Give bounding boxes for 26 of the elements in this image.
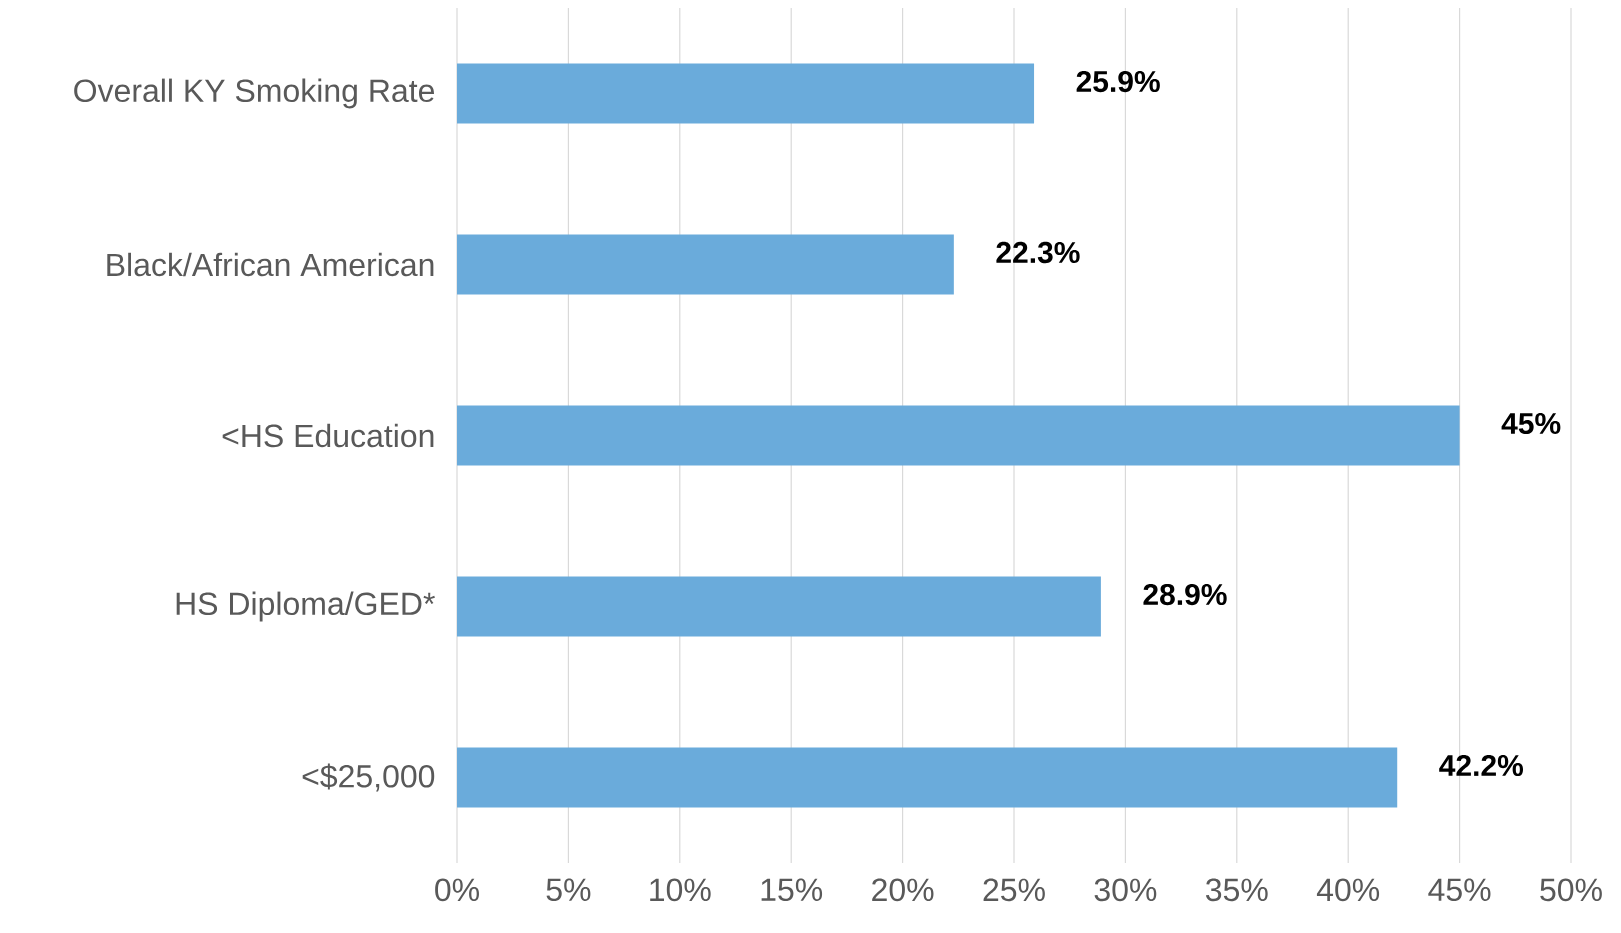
data-label: 45% <box>1501 412 1561 435</box>
y-tick-label: <HS Education <box>222 423 434 448</box>
x-tick-label: 5% <box>546 878 591 902</box>
x-tick-label: 40% <box>1316 878 1380 902</box>
bar <box>457 405 1460 466</box>
bar <box>457 63 1035 124</box>
bar <box>457 747 1398 808</box>
data-label: 22.3% <box>996 241 1080 264</box>
bar <box>457 576 1101 637</box>
x-tick-label: 25% <box>983 878 1045 902</box>
y-tick-label: <$25,000 <box>302 763 435 792</box>
y-tick-label: HS Diploma/GED* <box>176 591 435 622</box>
data-label: 28.9% <box>1143 583 1227 606</box>
y-tick-label: Overall KY Smoking Rate <box>74 78 434 109</box>
y-tick-label: Black/African American <box>107 252 434 277</box>
x-tick-label: 20% <box>872 878 934 902</box>
x-tick-label: 10% <box>650 878 711 902</box>
x-tick-label: 15% <box>761 878 823 902</box>
data-label: 42.2% <box>1439 754 1524 777</box>
bar <box>457 234 954 295</box>
x-tick-label: 45% <box>1428 878 1491 902</box>
x-tick-label: 30% <box>1094 878 1157 902</box>
x-tick-label: 35% <box>1206 878 1268 902</box>
x-tick-label: 0% <box>435 878 479 902</box>
x-tick-label: 50% <box>1540 878 1602 902</box>
data-label: 25.9% <box>1076 70 1160 93</box>
